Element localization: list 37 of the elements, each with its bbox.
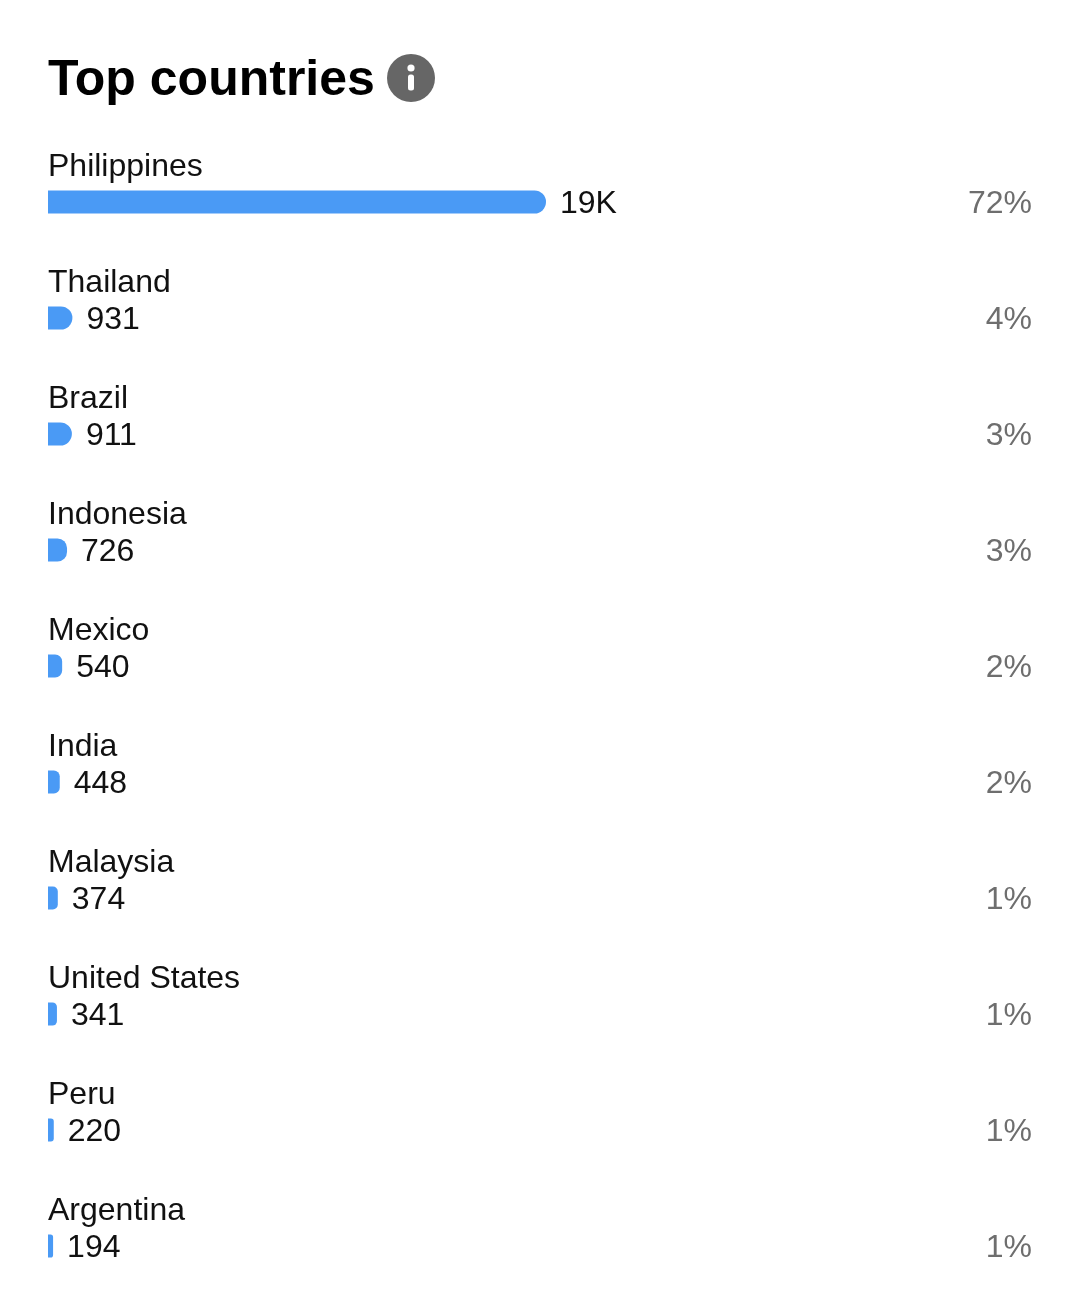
data-label: 911 (85, 416, 137, 452)
data-label: 341 (70, 996, 125, 1032)
text: 1% (985, 1112, 1032, 1148)
data-label: 374 (71, 880, 126, 916)
data-label: 448 (73, 764, 128, 800)
text: 2% (985, 764, 1032, 800)
bar (48, 1118, 54, 1142)
text: 1% (985, 880, 1032, 916)
y-tick-label: Indonesia (48, 495, 187, 531)
y-tick-label: Argentina (48, 1191, 186, 1227)
y-tick-label: United States (48, 959, 241, 995)
data-label: 19K (560, 184, 617, 220)
bar (48, 1002, 57, 1026)
y-tick-label: Peru (48, 1075, 116, 1111)
y-tick-label: Thailand (48, 263, 171, 299)
text: 72% (967, 184, 1032, 220)
data-label: 726 (81, 532, 135, 568)
bar (48, 886, 58, 910)
text: 1% (985, 996, 1032, 1032)
bar (48, 1234, 54, 1258)
y-tick-label: Philippines (48, 147, 203, 183)
bar (48, 770, 60, 794)
data-label: 540 (76, 648, 130, 684)
y-tick-label: Brazil (48, 379, 129, 415)
data-label: 220 (67, 1112, 122, 1148)
data-label: 931 (86, 300, 140, 336)
text: 3% (985, 416, 1032, 452)
bar (48, 190, 546, 214)
text: 3% (985, 532, 1032, 568)
text: 4% (985, 300, 1032, 336)
y-tick-label: Malaysia (48, 843, 175, 879)
text: 1% (985, 1228, 1032, 1264)
text: 2% (985, 648, 1032, 684)
y-tick-label: Mexico (48, 611, 150, 647)
data-label: 194 (67, 1228, 121, 1264)
chart-title: Top countries (48, 50, 375, 106)
y-tick-label: India (48, 727, 118, 763)
